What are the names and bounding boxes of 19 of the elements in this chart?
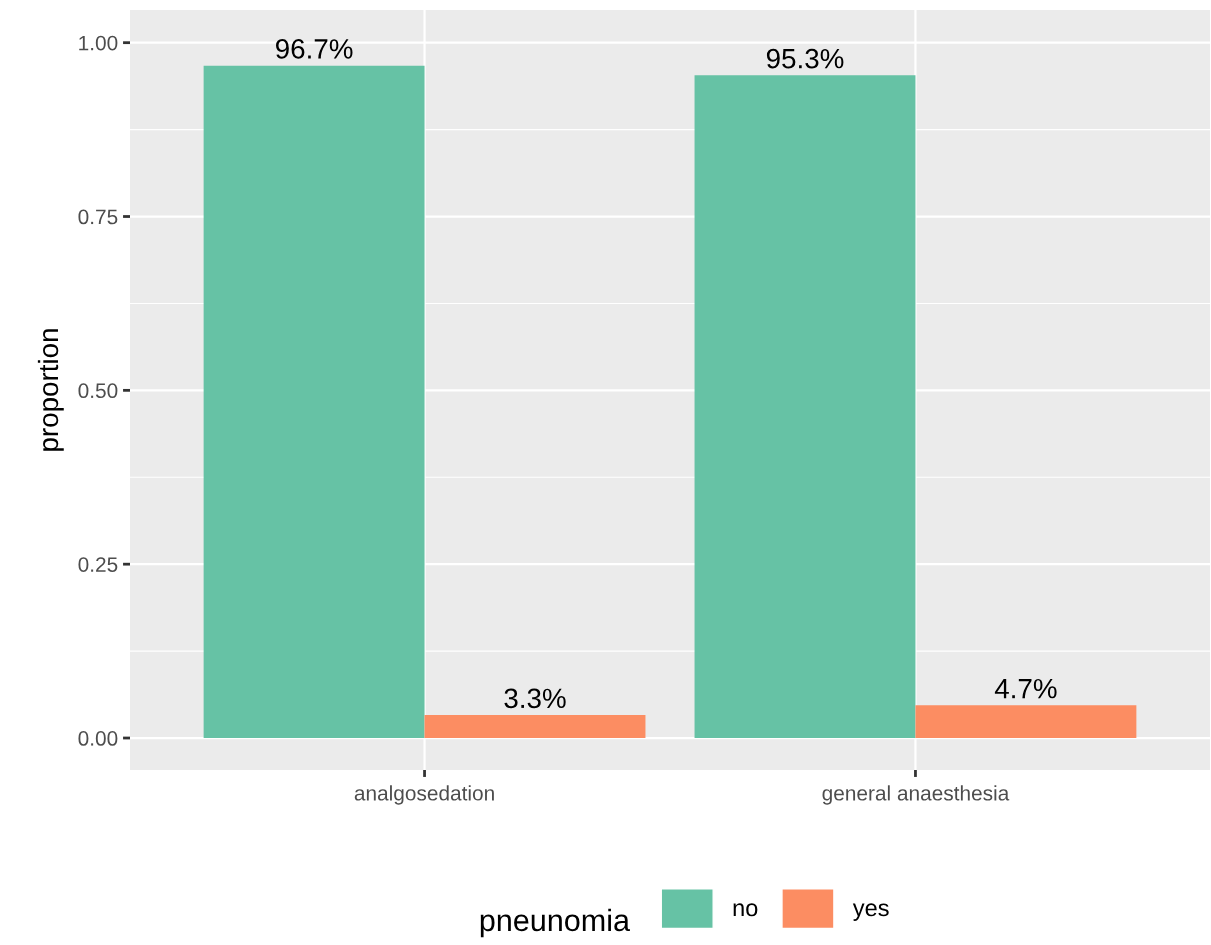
data-label: 4.7% bbox=[994, 678, 1057, 699]
x-tick-label: analgosedation bbox=[354, 785, 494, 805]
y-tick-label: 0.50 bbox=[78, 383, 118, 399]
x-tick-label: general anaesthesia bbox=[822, 785, 1010, 805]
bar bbox=[424, 715, 646, 739]
data-label: 3.3% bbox=[504, 688, 566, 709]
data-label: 96.7% bbox=[276, 39, 353, 59]
legend-label: yes bbox=[852, 903, 889, 921]
y-tick-label: 0.00 bbox=[78, 731, 118, 746]
legend-title: pneunomia bbox=[480, 908, 631, 938]
y-tick-label: 0.75 bbox=[78, 209, 118, 225]
bar bbox=[915, 705, 1137, 739]
legend-label: no bbox=[733, 903, 758, 917]
y-axis-title: proportion bbox=[37, 329, 64, 451]
bar bbox=[203, 65, 425, 739]
y-tick-label: 0.25 bbox=[78, 557, 118, 572]
data-label: 95.3% bbox=[766, 48, 844, 69]
y-tick-label: 1.00 bbox=[79, 35, 118, 51]
bar bbox=[694, 75, 916, 739]
